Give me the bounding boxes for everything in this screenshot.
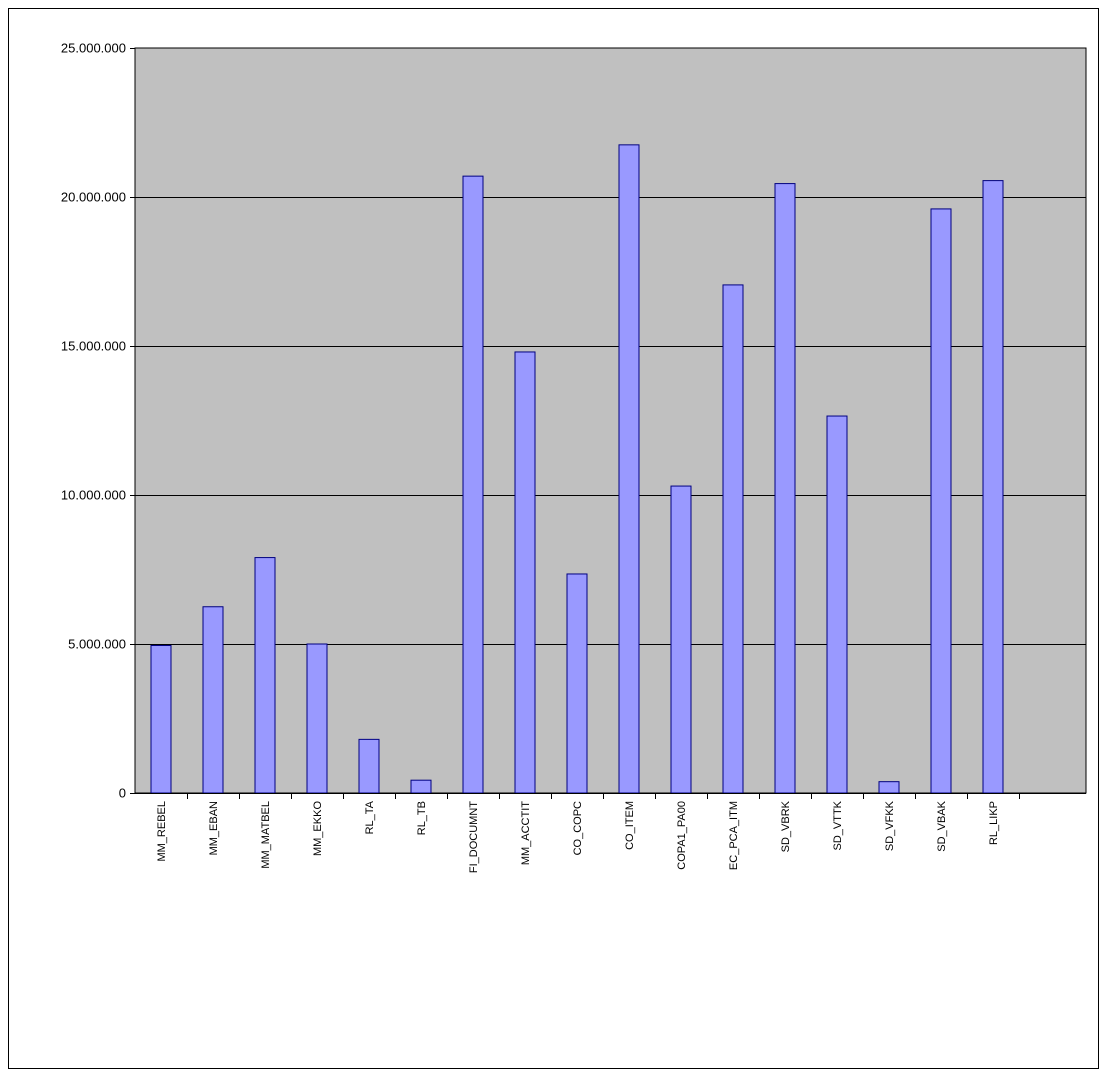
bar-co-copc [566, 573, 588, 794]
x-tick-label: SD_VFKK [884, 800, 896, 851]
x-tick-label: COPA1_PA00 [676, 801, 688, 870]
y-tick-label: 20.000.000 [61, 190, 126, 205]
x-tick-label: CO_COPC [572, 801, 584, 855]
y-axis: 0 5.000.000 10.000.000 15.000.000 20.000.000… [61, 41, 136, 801]
x-tick-label: MM_REBEL [156, 801, 168, 862]
x-tick-label: SD_VBRK [780, 800, 792, 852]
bar-fi-documnt [462, 175, 484, 794]
bar-copa1-pa00 [670, 485, 692, 794]
x-tick-label: CO_ITEM [624, 801, 636, 850]
bar-rl-likp [982, 180, 1004, 794]
y-tick-label: 10.000.000 [61, 488, 126, 503]
x-tick-label: MM_ACCTIT [520, 801, 532, 865]
x-tick-label: RL_TB [416, 801, 428, 835]
x-tick-label: SD_VTTK [832, 800, 844, 850]
y-tick-label: 25.000.000 [61, 41, 126, 56]
y-tick-label: 5.000.000 [68, 637, 126, 652]
bar-sd-vfkk [878, 781, 900, 794]
x-tick-label: FI_DOCUMNT [468, 801, 480, 873]
bars [150, 144, 1004, 794]
bar-sd-vbak [930, 208, 952, 794]
plot-area [134, 47, 1087, 794]
x-tick-label: RL_LIKP [988, 801, 1000, 845]
x-tick-label: RL_TA [364, 800, 376, 834]
bar-sd-vttk [826, 415, 848, 794]
x-axis: MM_REBEL MM_EBAN MM_MATBEL MM_EKKO RL_TA RL_T… [130, 793, 1086, 873]
bar-mm-rebel [150, 644, 172, 794]
bar-co-item [618, 144, 640, 794]
x-tick-label: MM_MATBEL [260, 801, 272, 869]
bar-mm-matbel [254, 557, 276, 794]
bar-sd-vbrk [774, 183, 796, 794]
x-tick-label: SD_VBAK [936, 800, 948, 851]
bar-mm-acctit [514, 351, 536, 794]
gridlines [135, 197, 1086, 645]
bar-mm-ekko [306, 643, 328, 794]
x-tick-label: MM_EBAN [208, 801, 220, 855]
x-tick-label: EC_PCA_ITM [728, 801, 740, 870]
x-tick-label: MM_EKKO [312, 801, 324, 856]
bar-rl-tb [410, 779, 432, 794]
y-tick-label: 15.000.000 [61, 339, 126, 354]
y-tick-label: 0 [119, 786, 126, 801]
bar-rl-ta [358, 738, 380, 794]
bar-mm-eban [202, 606, 224, 794]
bar-ec-pca-itm [722, 284, 744, 794]
